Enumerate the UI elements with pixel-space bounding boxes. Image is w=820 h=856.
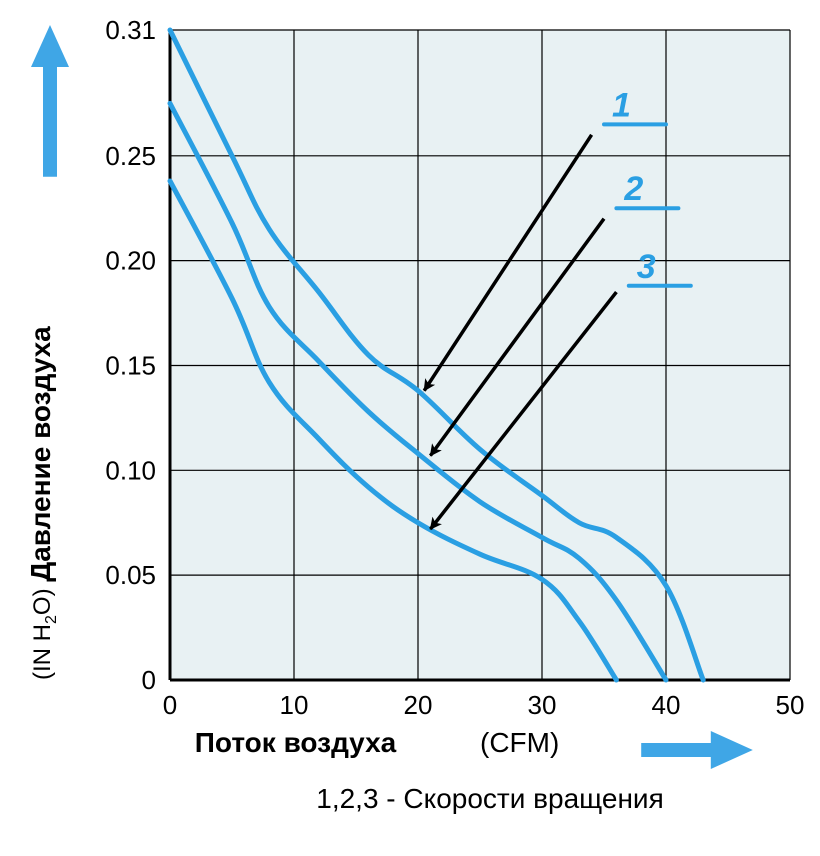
x-tick-50: 50 xyxy=(776,690,805,720)
y-tick-0.15: 0.15 xyxy=(105,350,156,380)
caption: 1,2,3 - Скорости вращения xyxy=(316,783,663,814)
x-tick-labels: 0 10 20 30 40 50 xyxy=(163,690,805,720)
y-tick-0.25: 0.25 xyxy=(105,141,156,171)
series-label-3: 3 xyxy=(637,248,656,286)
x-tick-0: 0 xyxy=(163,690,177,720)
x-axis-unit: (CFM) xyxy=(480,727,559,758)
y-tick-0.05: 0.05 xyxy=(105,560,156,590)
y-tick-labels: 0 0.05 0.10 0.15 0.20 0.25 0.31 xyxy=(105,15,156,695)
series-label-2: 2 xyxy=(623,170,643,208)
y-tick-0.31: 0.31 xyxy=(105,15,156,45)
fan-curve-chart: 1 2 3 0 10 20 30 40 50 0 0.05 0.10 0.15 0.20 0.25 0.3… xyxy=(0,0,820,856)
x-tick-20: 20 xyxy=(404,690,433,720)
x-axis-arrow-icon xyxy=(641,731,753,769)
x-axis-label: Поток воздуха xyxy=(195,727,397,758)
y-tick-0: 0 xyxy=(142,665,156,695)
x-tick-40: 40 xyxy=(652,690,681,720)
series-label-1: 1 xyxy=(612,86,631,124)
y-tick-0.2: 0.20 xyxy=(105,246,156,276)
plot-background xyxy=(170,30,790,680)
y-axis-arrow-icon xyxy=(31,25,69,177)
x-tick-30: 30 xyxy=(528,690,557,720)
y-axis-label: (IN H2O) Давление воздуха xyxy=(25,326,60,680)
y-axis-label-group: (IN H2O) Давление воздуха xyxy=(25,326,60,680)
y-tick-0.1: 0.10 xyxy=(105,455,156,485)
x-tick-10: 10 xyxy=(280,690,309,720)
